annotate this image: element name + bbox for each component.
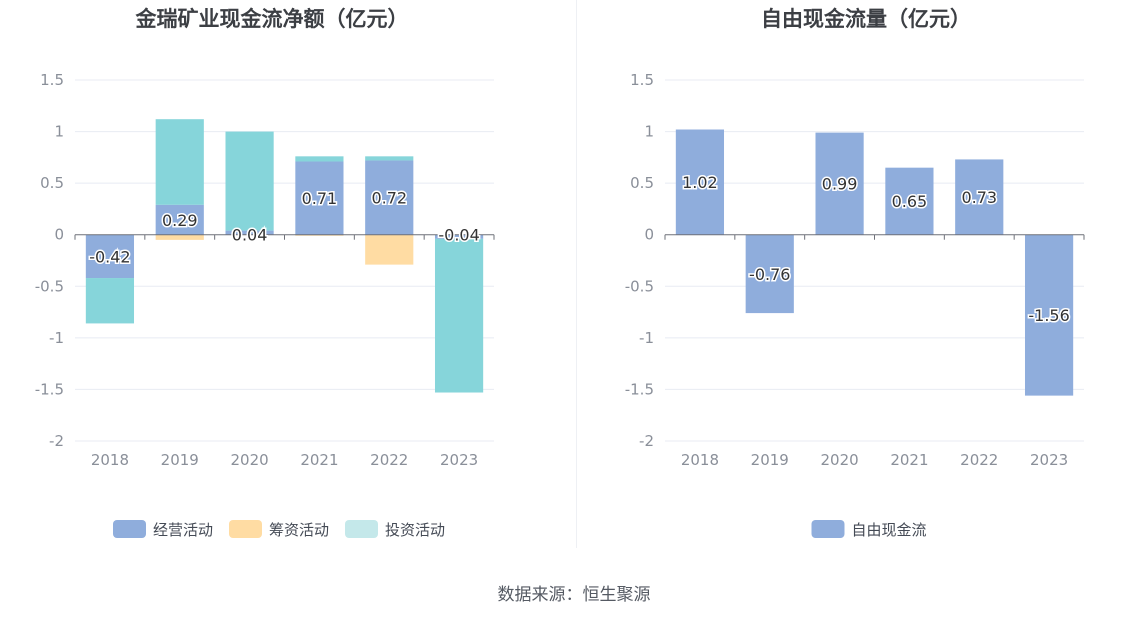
legend-swatch: [345, 520, 378, 538]
data-label: -1.56: [1028, 306, 1069, 325]
y-tick-label: 1: [644, 123, 654, 141]
data-label: -0.76: [749, 265, 790, 284]
bar-financing-2021[interactable]: [295, 234, 344, 236]
chart-title: 自由现金流量（亿元）: [761, 7, 971, 31]
bar-investing-2023[interactable]: [434, 238, 484, 393]
y-tick-label: -0.5: [35, 277, 64, 295]
x-tick-label: 2019: [751, 451, 789, 469]
panel-divider: [576, 0, 577, 548]
x-tick-label: 2022: [960, 451, 998, 469]
legend-label: 投资活动: [385, 521, 445, 539]
data-label: -0.42: [89, 247, 130, 266]
data-label: 0.71: [302, 189, 338, 208]
y-tick-label: 0: [54, 226, 64, 244]
bar-operating-2021[interactable]: [295, 161, 344, 235]
data-label: 0.04: [232, 226, 268, 245]
bar-investing-2019[interactable]: [155, 119, 204, 205]
data-label: 0.65: [892, 192, 928, 211]
data-label: 0.99: [822, 175, 858, 194]
data-label: 0.73: [961, 188, 997, 207]
legend-item-financing[interactable]: 筹资活动: [229, 520, 329, 539]
bar-investing-2022[interactable]: [365, 156, 414, 161]
bar-free_cash-2019[interactable]: [745, 234, 794, 314]
bar-operating-2023[interactable]: [434, 234, 484, 239]
bar-operating-2019[interactable]: [155, 204, 204, 235]
charts-canvas: 金瑞矿业现金流净额（亿元） 1.5 1 0.5 0 -0.5 -1 -1.5 -2 -0.42 0.…: [35, 7, 1085, 539]
legend-item-investing[interactable]: 投资活动: [345, 520, 445, 539]
y-tick-label: 0.5: [40, 174, 64, 192]
legend-swatch: [811, 520, 845, 538]
bar-financing-2022[interactable]: [365, 234, 414, 265]
data-label: 0.29: [162, 211, 198, 230]
x-tick-label: 2021: [890, 451, 928, 469]
x-tick-label: 2018: [91, 451, 129, 469]
legend-label: 自由现金流: [852, 521, 927, 539]
data-source-note: 数据来源：恒生聚源: [497, 585, 651, 605]
y-tick-label: 1.5: [630, 71, 654, 89]
y-tick-label: -1.5: [35, 380, 64, 398]
bar-free_cash-2020[interactable]: [815, 132, 864, 235]
bar-free_cash-2021[interactable]: [885, 167, 934, 235]
x-tick-label: 2020: [820, 451, 858, 469]
x-tick-label: 2020: [230, 451, 268, 469]
chart-title: 金瑞矿业现金流净额（亿元）: [135, 7, 409, 31]
x-tick-label: 2022: [370, 451, 408, 469]
bar-free_cash-2018[interactable]: [675, 129, 725, 235]
y-tick-label: -2: [49, 432, 64, 450]
x-tick-label: 2019: [161, 451, 199, 469]
y-tick-label: -1.5: [625, 380, 654, 398]
data-label: 0.72: [371, 189, 407, 208]
chart-panel-1: 金瑞矿业现金流净额（亿元） 1.5 1 0.5 0 -0.5 -1 -1.5 -2 -0.42 0.…: [35, 7, 495, 539]
y-tick-label: -2: [639, 432, 654, 450]
y-tick-label: -0.5: [625, 277, 654, 295]
y-tick-label: 1: [54, 123, 64, 141]
x-tick-label: 2021: [300, 451, 338, 469]
legend-swatch: [113, 520, 146, 538]
bar-investing-2018[interactable]: [85, 278, 135, 324]
y-tick-label: 1.5: [40, 71, 64, 89]
y-tick-label: -1: [639, 329, 654, 347]
bar-operating-2018[interactable]: [85, 234, 135, 279]
bar-operating-2020[interactable]: [225, 230, 274, 235]
data-label: 1.02: [682, 173, 718, 192]
legend-item-free_cash[interactable]: 自由现金流: [811, 520, 927, 539]
bar-free_cash-2023[interactable]: [1024, 234, 1074, 396]
data-label: -0.04: [438, 226, 479, 245]
legend-item-operating[interactable]: 经营活动: [113, 520, 213, 539]
y-tick-label: 0.5: [630, 174, 654, 192]
x-tick-label: 2023: [440, 451, 478, 469]
bar-investing-2021[interactable]: [295, 156, 344, 162]
bar-operating-2022[interactable]: [365, 160, 414, 235]
legend-swatch: [229, 520, 262, 538]
x-tick-label: 2023: [1030, 451, 1068, 469]
y-tick-label: -1: [49, 329, 64, 347]
bar-free_cash-2022[interactable]: [955, 159, 1004, 235]
chart-panel-2: 自由现金流量（亿元） 1.5 1 0.5 0 -0.5 -1 -1.5 -2 1.02 -0.76 0…: [625, 7, 1085, 539]
bar-financing-2019[interactable]: [155, 234, 204, 240]
legend-label: 经营活动: [153, 521, 213, 539]
x-tick-label: 2018: [681, 451, 719, 469]
y-tick-label: 0: [644, 226, 654, 244]
legend-label: 筹资活动: [269, 521, 329, 539]
bar-investing-2020[interactable]: [225, 131, 274, 231]
